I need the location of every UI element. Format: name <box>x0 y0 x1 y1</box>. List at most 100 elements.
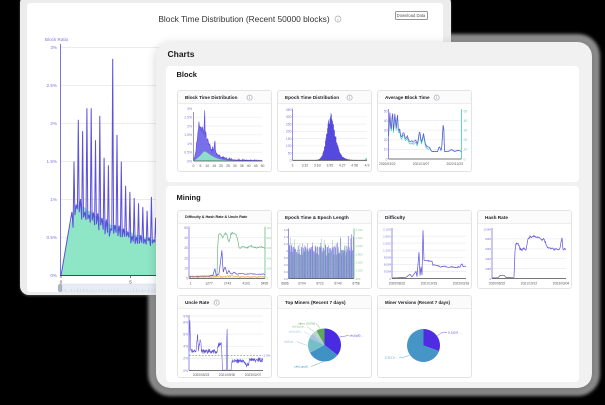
svg-text:0.5%: 0.5% <box>184 151 192 155</box>
svg-text:100M: 100M <box>483 227 491 231</box>
svg-text:1.5%: 1.5% <box>184 133 192 137</box>
svg-text:0.5%: 0.5% <box>47 235 57 240</box>
svg-text:100M: 100M <box>267 226 272 230</box>
svg-text:35: 35 <box>240 164 244 168</box>
svg-text:3.2: 3.2 <box>284 277 289 281</box>
svg-text:6722: 6722 <box>316 282 324 286</box>
svg-text:2023/03/18: 2023/03/18 <box>453 282 470 286</box>
svg-text:900M: 900M <box>384 256 392 260</box>
svg-text:60M: 60M <box>485 247 491 251</box>
svg-text:10: 10 <box>384 148 388 152</box>
svg-text:10: 10 <box>205 164 209 168</box>
svg-text:other (3.0%): other (3.0%) <box>298 321 315 325</box>
svg-text:4.4: 4.4 <box>284 235 289 239</box>
svg-text:2,400: 2,400 <box>356 236 364 240</box>
svg-text:4%: 4% <box>183 345 188 349</box>
svg-text:1: 1 <box>190 281 192 285</box>
svg-text:1.5%: 1.5% <box>47 159 57 164</box>
svg-text:0%: 0% <box>183 369 188 373</box>
svg-text:0: 0 <box>389 277 391 281</box>
svg-text:0.111.0 ...: 0.111.0 ... <box>385 356 398 360</box>
svg-text:3%: 3% <box>187 107 192 111</box>
svg-text:5: 5 <box>129 280 132 286</box>
svg-text:6758: 6758 <box>352 282 360 286</box>
svg-text:50: 50 <box>384 109 388 113</box>
svg-text:4.27: 4.27 <box>339 163 346 167</box>
svg-text:6740: 6740 <box>334 282 342 286</box>
svg-text:60M: 60M <box>267 246 272 250</box>
svg-text:2,700: 2,700 <box>356 228 364 232</box>
svg-text:1%: 1% <box>187 142 192 146</box>
svg-text:4.2: 4.2 <box>284 242 289 246</box>
svg-text:0%: 0% <box>187 159 192 163</box>
svg-text:ckb1q9d...: ckb1q9d... <box>289 330 303 334</box>
svg-text:900: 900 <box>356 277 361 281</box>
svg-text:6704: 6704 <box>298 282 306 286</box>
svg-text:2020/05/23: 2020/05/23 <box>193 373 210 377</box>
svg-text:2021/10/19: 2021/10/19 <box>421 282 438 286</box>
svg-text:4: 4 <box>286 249 288 253</box>
svg-text:0: 0 <box>290 159 292 163</box>
svg-text:2743: 2743 <box>224 281 232 285</box>
svg-text:4103: 4103 <box>242 281 250 285</box>
svg-text:50: 50 <box>184 226 188 230</box>
svg-text:50: 50 <box>288 151 292 155</box>
svg-text:Block Ratio: Block Ratio <box>45 37 69 42</box>
svg-text:2022/12/23: 2022/12/23 <box>446 162 463 166</box>
svg-text:4.9: 4.9 <box>365 163 370 167</box>
svg-text:20: 20 <box>464 138 468 142</box>
svg-text:2023/03/04: 2023/03/04 <box>553 282 570 286</box>
svg-text:2020/06/22: 2020/06/22 <box>489 282 506 286</box>
svg-text:10: 10 <box>184 266 188 270</box>
svg-text:40: 40 <box>184 236 188 240</box>
svg-text:ckt1q30...: ckt1q30... <box>350 334 364 338</box>
svg-text:3.4: 3.4 <box>284 270 289 274</box>
svg-text:ckt1qz...: ckt1qz... <box>284 340 296 344</box>
svg-text:ckb1qxa...: ckb1qxa... <box>292 325 306 329</box>
svg-text:1%: 1% <box>50 197 57 202</box>
svg-text:200: 200 <box>286 130 292 134</box>
svg-text:150: 150 <box>286 137 292 141</box>
svg-text:0: 0 <box>60 280 63 286</box>
svg-text:2021/10/07: 2021/10/07 <box>413 162 430 166</box>
svg-text:40: 40 <box>464 119 468 123</box>
svg-text:0: 0 <box>386 157 388 161</box>
svg-text:40: 40 <box>384 119 388 123</box>
svg-text:20: 20 <box>219 164 223 168</box>
svg-text:40M: 40M <box>485 257 491 261</box>
svg-text:80M: 80M <box>267 236 272 240</box>
svg-text:50: 50 <box>464 109 468 113</box>
svg-text:2020/08/22: 2020/08/22 <box>389 282 406 286</box>
svg-text:6686: 6686 <box>281 282 289 286</box>
svg-text:3: 3 <box>292 163 294 167</box>
svg-text:250: 250 <box>286 122 292 126</box>
svg-text:3%: 3% <box>50 45 57 50</box>
svg-text:3.6: 3.6 <box>284 263 289 267</box>
svg-text:1,200: 1,200 <box>356 269 364 273</box>
svg-text:2.5%: 2.5% <box>47 83 57 88</box>
svg-text:100: 100 <box>286 144 292 148</box>
svg-text:2,100: 2,100 <box>356 244 364 248</box>
svg-text:40M: 40M <box>267 256 272 260</box>
svg-text:3.32: 3.32 <box>302 163 309 167</box>
svg-text:5495: 5495 <box>261 281 269 285</box>
svg-text:0: 0 <box>186 277 188 281</box>
svg-text:5: 5 <box>199 164 201 168</box>
svg-text:1.20G: 1.20G <box>383 249 392 253</box>
svg-text:300M: 300M <box>384 270 392 274</box>
svg-text:0%: 0% <box>50 273 57 278</box>
svg-text:80M: 80M <box>485 237 491 241</box>
svg-text:30: 30 <box>464 129 468 133</box>
svg-text:1277: 1277 <box>205 281 213 285</box>
svg-text:1.50G: 1.50G <box>383 241 392 245</box>
svg-text:9%: 9% <box>183 314 188 318</box>
svg-text:2%: 2% <box>183 357 188 361</box>
svg-text:15: 15 <box>212 164 216 168</box>
svg-text:300: 300 <box>286 115 292 119</box>
svg-text:2023/02/07: 2023/02/07 <box>245 373 262 377</box>
svg-text:4.58: 4.58 <box>351 163 358 167</box>
svg-text:2.5%: 2.5% <box>184 116 192 120</box>
svg-text:30: 30 <box>384 129 388 133</box>
svg-text:350: 350 <box>286 108 292 112</box>
svg-text:2%: 2% <box>187 124 192 128</box>
